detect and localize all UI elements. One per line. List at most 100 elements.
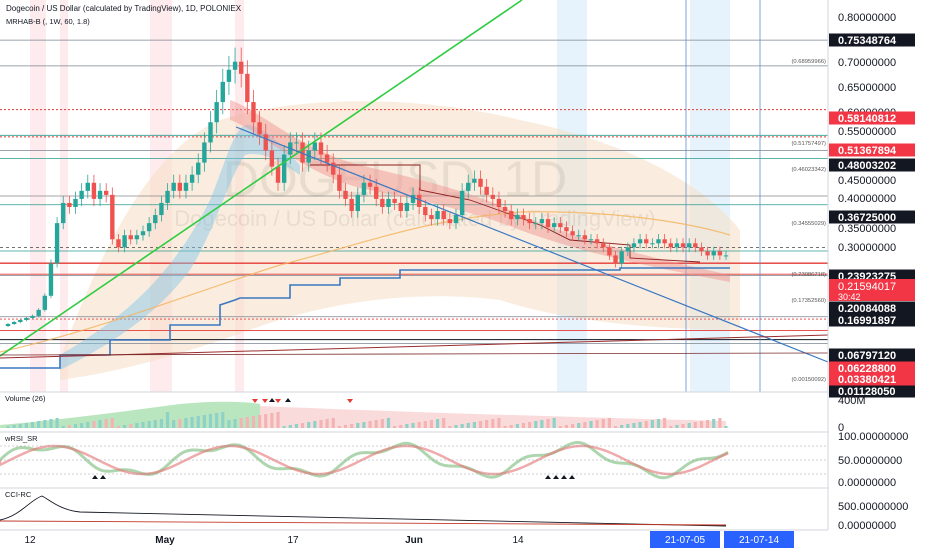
candle-body bbox=[140, 231, 146, 236]
candle-body bbox=[601, 243, 606, 248]
volume-bar bbox=[122, 425, 127, 428]
candle-body bbox=[582, 235, 588, 240]
volume-bar bbox=[607, 418, 612, 428]
volume-bar bbox=[558, 426, 562, 428]
volume-bar bbox=[55, 418, 59, 428]
volume-bar bbox=[356, 423, 360, 428]
candle-body bbox=[18, 319, 23, 323]
symbol-title: Dogecoin / US Dollar (calculated by Trad… bbox=[6, 4, 242, 13]
volume-bar bbox=[147, 421, 151, 428]
price-tick: 0.65000000 bbox=[838, 82, 896, 94]
price-badge-red-text: 0.06228800 bbox=[838, 363, 896, 375]
volume-bar bbox=[534, 421, 538, 428]
price-tick: 0.80000000 bbox=[838, 12, 896, 24]
volume-bar bbox=[116, 426, 121, 428]
candle-body bbox=[79, 190, 84, 199]
candle-body bbox=[159, 202, 164, 216]
candle-body bbox=[281, 154, 287, 183]
volume-signal bbox=[262, 399, 268, 403]
candle-body bbox=[238, 61, 244, 74]
fib-label: (0.17352560) bbox=[792, 298, 827, 304]
volume-bar bbox=[264, 414, 268, 428]
volume-bar bbox=[380, 419, 384, 428]
candle-body bbox=[656, 239, 661, 244]
volume-bar bbox=[233, 419, 237, 428]
price-badge-red-text: 0.51367894 bbox=[838, 145, 897, 157]
volume-bar bbox=[337, 426, 341, 428]
volume-bar bbox=[564, 425, 569, 428]
volume-bar bbox=[227, 420, 231, 428]
volume-bar bbox=[497, 418, 501, 428]
volume-bar bbox=[448, 426, 452, 428]
volume-bar bbox=[638, 422, 642, 428]
fib-label: (0.34555029) bbox=[792, 221, 827, 227]
volume-area bbox=[0, 401, 260, 428]
volume-bar bbox=[521, 423, 526, 428]
volume-bar bbox=[546, 419, 550, 428]
candle-body bbox=[349, 198, 354, 212]
volume-bar bbox=[472, 422, 476, 428]
rsi-signal-mark bbox=[545, 475, 551, 479]
candle-body bbox=[54, 223, 60, 264]
time-axis[interactable]: 12 May 17 Jun 14 21-07-05 21-07-14 bbox=[24, 531, 794, 548]
volume-bar bbox=[613, 426, 618, 428]
volume-bar bbox=[49, 419, 53, 428]
price-tick: 0.55000000 bbox=[838, 126, 896, 138]
current-price-badge bbox=[829, 279, 915, 301]
volume-bar bbox=[589, 421, 593, 428]
price-tick: 0.30000000 bbox=[838, 242, 896, 254]
volume-signal bbox=[269, 398, 275, 402]
volume-bar bbox=[159, 419, 164, 428]
candle-body bbox=[441, 211, 446, 220]
volume-bar bbox=[282, 426, 286, 428]
time-label: May bbox=[155, 535, 175, 546]
rsi-signal-mark bbox=[92, 475, 98, 479]
cci-tick: 0.00000000 bbox=[838, 520, 896, 532]
candle-body bbox=[128, 235, 133, 240]
candle-body bbox=[220, 81, 225, 103]
volume-bar bbox=[172, 420, 176, 428]
candle-body bbox=[374, 186, 379, 199]
candle-body bbox=[380, 198, 385, 207]
volume-bar bbox=[687, 423, 691, 428]
time-label: 12 bbox=[24, 535, 36, 546]
price-badge-text: 0.06797120 bbox=[838, 350, 896, 362]
blue-trendline bbox=[235, 126, 829, 363]
price-tick: 0.35000000 bbox=[838, 223, 896, 235]
candle-body bbox=[680, 243, 686, 248]
volume-bar bbox=[601, 419, 605, 428]
candle-body bbox=[545, 219, 551, 228]
fib-labels: (0.68959966) (0.51757497) (0.46023342) (0.3… bbox=[792, 59, 827, 383]
candle-body bbox=[36, 309, 41, 316]
candle-body bbox=[686, 243, 692, 248]
candle-body bbox=[312, 142, 318, 151]
price-badge-red bbox=[829, 111, 915, 125]
volume-signal bbox=[275, 399, 281, 403]
volume-bar bbox=[61, 426, 65, 428]
fib-label: (0.68959966) bbox=[792, 59, 827, 65]
volume-bar bbox=[515, 424, 519, 428]
date-badge-right bbox=[724, 531, 794, 548]
candle-body bbox=[67, 202, 72, 207]
candle-body bbox=[662, 239, 667, 244]
candle-body bbox=[73, 198, 78, 207]
price-tick: 0.70000000 bbox=[838, 57, 896, 69]
price-badge-red bbox=[829, 143, 915, 157]
candle-body bbox=[613, 255, 618, 264]
volume-bar bbox=[650, 420, 654, 428]
candle-body bbox=[343, 190, 348, 199]
volume-bar bbox=[583, 422, 587, 428]
volume-bar bbox=[632, 423, 636, 428]
volume-bar bbox=[405, 424, 409, 428]
lower-panels bbox=[0, 391, 932, 527]
rsi-signal-mark bbox=[553, 475, 559, 479]
time-label: 14 bbox=[512, 535, 524, 546]
volume-tick: 400M bbox=[838, 395, 866, 407]
volume-bar bbox=[135, 423, 139, 428]
candle-body bbox=[416, 194, 422, 207]
volume-bar bbox=[307, 422, 311, 428]
price-axis[interactable]: 0.800000000.700000000.650000000.60000000… bbox=[829, 12, 915, 532]
candle-body bbox=[165, 190, 170, 203]
